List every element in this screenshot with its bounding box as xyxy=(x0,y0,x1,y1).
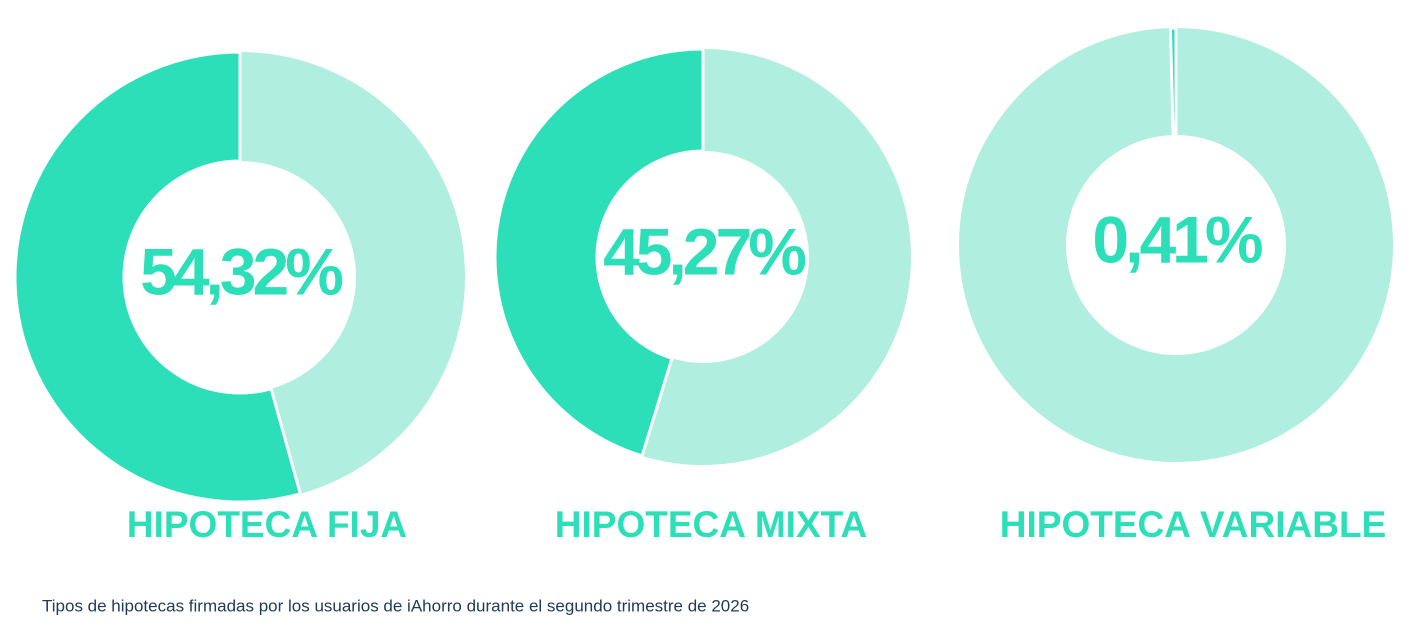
value-label: 0,41% xyxy=(1092,202,1261,276)
donut-segment xyxy=(1168,26,1178,137)
donut-segment xyxy=(493,47,705,458)
donut-title: HIPOTECA FIJA xyxy=(127,504,407,545)
donut-title: HIPOTECA MIXTA xyxy=(555,504,867,545)
value-label: 54,32% xyxy=(140,234,342,308)
donut-segment xyxy=(13,50,303,504)
caption: Tipos de hipotecas firmadas por los usua… xyxy=(42,596,749,615)
value-label: 45,27% xyxy=(603,214,805,288)
donut-title: HIPOTECA VARIABLE xyxy=(1000,504,1386,545)
